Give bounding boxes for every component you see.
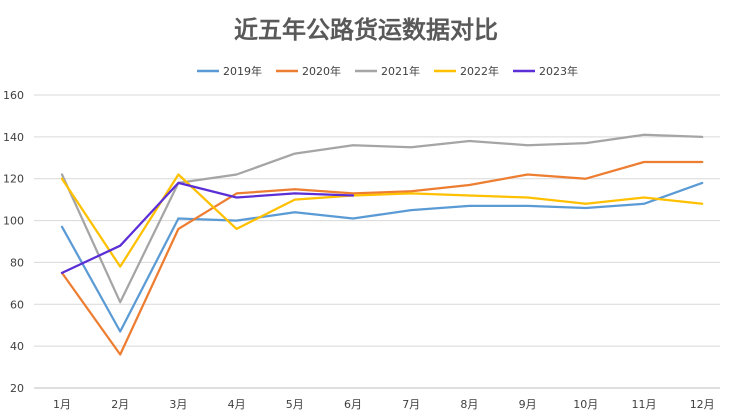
series-line-4	[60, 173, 704, 268]
x-tick-label: 11月	[632, 398, 657, 411]
y-tick-label: 100	[3, 215, 24, 228]
x-tick-label: 3月	[169, 398, 187, 411]
series-lines	[60, 133, 704, 356]
legend-label: 2020年	[302, 64, 341, 78]
legend-label: 2021年	[381, 64, 420, 78]
legend-item: 2022年	[434, 64, 499, 78]
x-tick-label: 2月	[111, 398, 129, 411]
legend-label: 2019年	[223, 64, 262, 78]
chart-title: 近五年公路货运数据对比	[234, 16, 498, 44]
x-tick-label: 8月	[460, 398, 478, 411]
y-tick-label: 20	[10, 382, 24, 395]
x-tick-label: 4月	[228, 398, 246, 411]
series-line-1	[60, 181, 704, 333]
y-tick-label: 40	[10, 340, 24, 353]
legend-item: 2019年	[197, 64, 262, 78]
y-tick-label: 120	[3, 173, 24, 186]
x-tick-label: 6月	[344, 398, 362, 411]
x-tick-label: 12月	[690, 398, 715, 411]
x-tick-label: 5月	[286, 398, 304, 411]
x-tick-label: 10月	[573, 398, 598, 411]
x-axis-ticks: 1月 2月 3月 4月 5月 6月 7月 8月 9月 10月 11月 12月	[53, 398, 715, 411]
y-tick-label: 60	[10, 298, 24, 311]
y-axis-ticks: 20 40 60 80 100 120 140 160	[3, 89, 24, 395]
y-tick-label: 160	[3, 89, 24, 102]
legend-label: 2023年	[539, 64, 578, 78]
legend-label: 2022年	[460, 64, 499, 78]
legend-item: 2023年	[513, 64, 578, 78]
legend: 2019年 2020年 2021年 2022年 2023年	[197, 64, 578, 78]
legend-item: 2020年	[276, 64, 341, 78]
legend-item: 2021年	[355, 64, 420, 78]
x-tick-label: 7月	[402, 398, 420, 411]
series-line-5	[60, 181, 355, 275]
x-tick-label: 1月	[53, 398, 71, 411]
y-tick-label: 140	[3, 131, 24, 144]
x-tick-label: 9月	[519, 398, 537, 411]
series-line-2	[60, 160, 704, 356]
series-line-3	[60, 133, 704, 304]
y-tick-label: 80	[10, 256, 24, 269]
